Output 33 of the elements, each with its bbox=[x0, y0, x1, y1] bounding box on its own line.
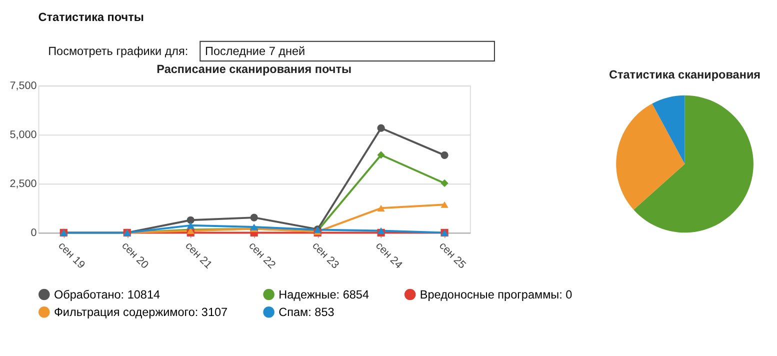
pie-slice bbox=[652, 95, 685, 164]
x-tick-label: сен 20 bbox=[119, 240, 151, 272]
chart-title: Расписание сканирования почты bbox=[156, 62, 352, 76]
text: Посмотреть графики для: bbox=[48, 45, 188, 58]
point bbox=[186, 216, 194, 224]
x-tick-label: сен 24 bbox=[373, 240, 405, 272]
legend-label: Надежные: 6854 bbox=[278, 288, 370, 302]
chart-title: Статистика сканирования bbox=[609, 68, 761, 82]
y-tick-label: 5,000 bbox=[10, 129, 37, 141]
point bbox=[377, 151, 385, 159]
text: Последние 7 дней bbox=[205, 45, 306, 58]
pie-slice bbox=[616, 104, 685, 210]
point bbox=[186, 222, 194, 229]
point bbox=[377, 124, 385, 132]
legend-label: Спам: 853 bbox=[278, 306, 335, 320]
x-tick-label: сен 21 bbox=[182, 240, 214, 272]
x-tick-label: сен 23 bbox=[310, 240, 342, 272]
point bbox=[440, 201, 448, 208]
y-tick-label: 7,500 bbox=[10, 80, 37, 92]
y-tick-label: 0 bbox=[30, 227, 37, 240]
legend-label: Обработано: 10814 bbox=[54, 288, 161, 302]
pie-slice bbox=[634, 95, 754, 233]
point bbox=[250, 214, 258, 222]
y-tick-label: 2,500 bbox=[10, 178, 37, 190]
x-tick-label: сен 22 bbox=[246, 240, 278, 272]
x-tick-label: сен 25 bbox=[436, 240, 468, 272]
point bbox=[377, 204, 385, 212]
point bbox=[440, 151, 448, 159]
point bbox=[440, 179, 448, 188]
legend-label: Фильтрация содержимого: 3107 bbox=[54, 306, 228, 320]
legend-label: Вредоносные программы: 0 bbox=[420, 288, 573, 302]
x-tick-label: сен 19 bbox=[56, 240, 88, 272]
text: Статистика почты bbox=[38, 10, 144, 24]
